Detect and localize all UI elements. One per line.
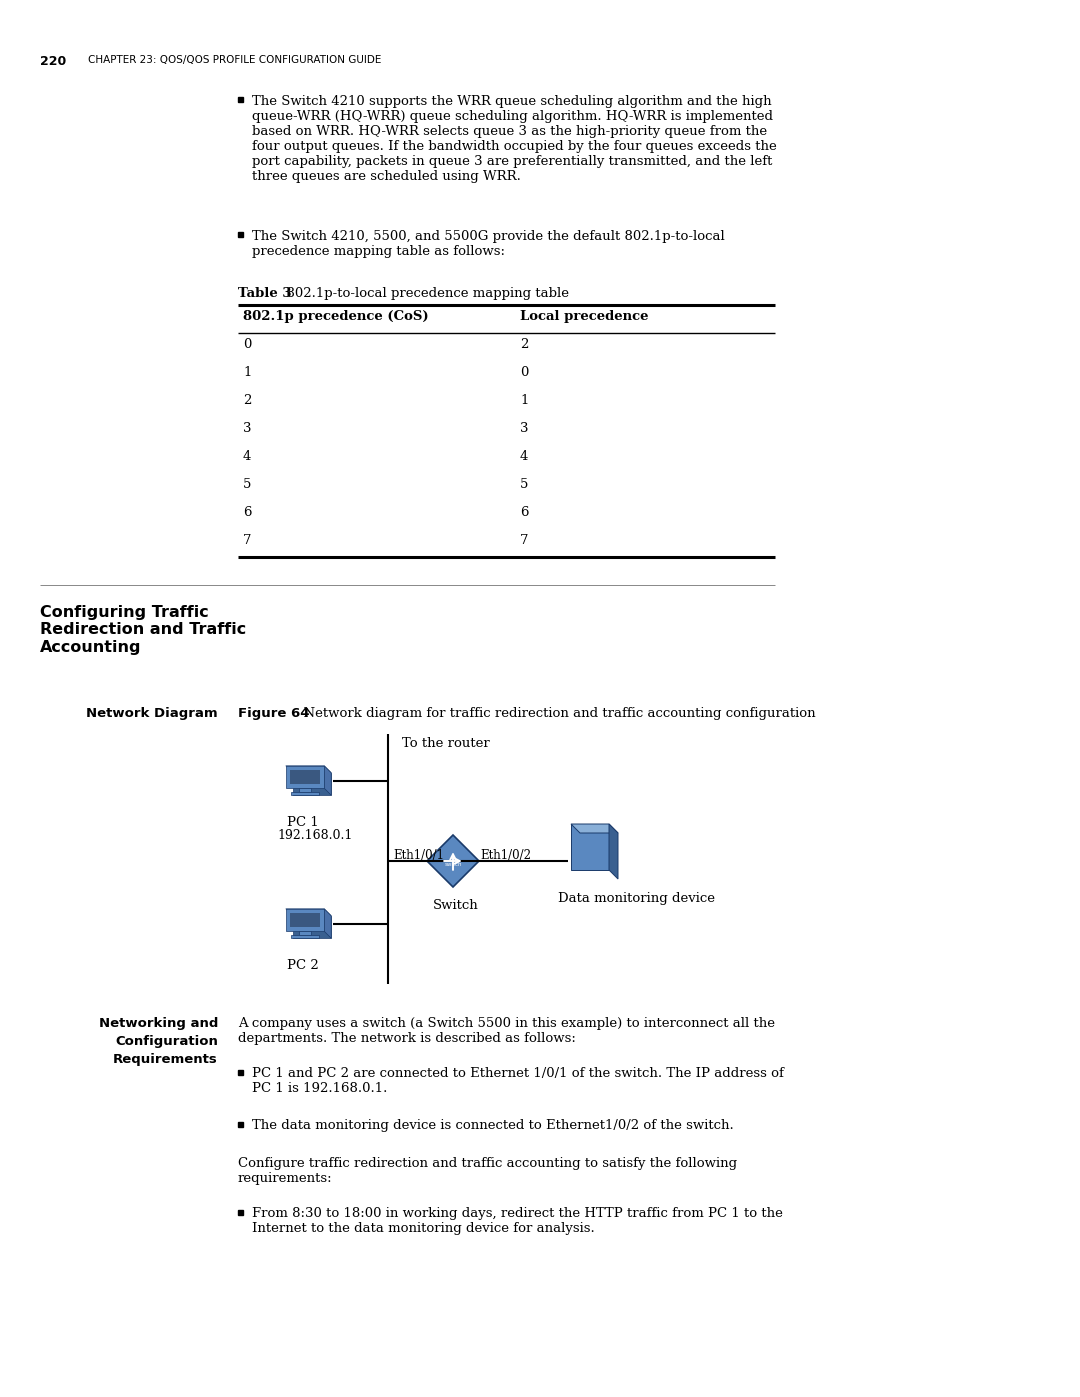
Text: 4: 4 [243, 450, 252, 462]
Polygon shape [286, 766, 332, 773]
Text: 0: 0 [519, 366, 528, 379]
Bar [238, 1210, 243, 1214]
Polygon shape [571, 824, 618, 833]
Text: Configure traffic redirection and traffic accounting to satisfy the following
re: Configure traffic redirection and traffi… [238, 1157, 738, 1185]
Text: CHAPTER 23: QOS/QOS PROFILE CONFIGURATION GUIDE: CHAPTER 23: QOS/QOS PROFILE CONFIGURATIO… [87, 54, 381, 66]
Polygon shape [289, 770, 320, 784]
Text: 802.1p precedence (CoS): 802.1p precedence (CoS) [243, 310, 429, 323]
Text: 3: 3 [519, 422, 528, 434]
Text: Eth1/0/1: Eth1/0/1 [393, 849, 444, 862]
Text: 3: 3 [243, 422, 252, 434]
Polygon shape [427, 835, 480, 887]
Polygon shape [293, 773, 332, 795]
Text: Data monitoring device: Data monitoring device [558, 893, 715, 905]
Text: The data monitoring device is connected to Ethernet1/0/2 of the switch.: The data monitoring device is connected … [252, 1119, 733, 1132]
Text: PC 1 and PC 2 are connected to Ethernet 1/0/1 of the switch. The IP address of
P: PC 1 and PC 2 are connected to Ethernet … [252, 1067, 784, 1095]
Bar [238, 96, 243, 102]
Text: 1: 1 [519, 394, 528, 407]
Text: 2: 2 [519, 338, 528, 351]
Text: PC 2: PC 2 [287, 958, 319, 972]
Text: To the router: To the router [402, 738, 489, 750]
Text: Figure 64: Figure 64 [238, 707, 310, 719]
Text: 220: 220 [40, 54, 66, 68]
Bar [238, 232, 243, 236]
Polygon shape [289, 912, 320, 928]
Text: 6: 6 [243, 506, 252, 520]
Text: 5: 5 [519, 478, 528, 490]
Polygon shape [299, 788, 311, 792]
Polygon shape [324, 909, 332, 939]
Polygon shape [286, 909, 324, 932]
Text: Configuring Traffic
Redirection and Traffic
Accounting: Configuring Traffic Redirection and Traf… [40, 605, 246, 655]
Polygon shape [609, 824, 618, 879]
Text: PC 1: PC 1 [287, 816, 319, 828]
Text: 802.1p-to-local precedence mapping table: 802.1p-to-local precedence mapping table [278, 286, 569, 300]
Polygon shape [286, 766, 324, 788]
Text: Table 3: Table 3 [238, 286, 292, 300]
Text: 2: 2 [243, 394, 252, 407]
Text: The Switch 4210 supports the WRR queue scheduling algorithm and the high
queue-W: The Switch 4210 supports the WRR queue s… [252, 95, 777, 183]
Text: 0: 0 [243, 338, 252, 351]
Text: 4: 4 [519, 450, 528, 462]
Text: 7: 7 [243, 534, 252, 548]
Polygon shape [286, 909, 332, 916]
Polygon shape [299, 932, 311, 935]
Text: 1: 1 [243, 366, 252, 379]
Bar [238, 1070, 243, 1074]
Polygon shape [571, 824, 609, 870]
Polygon shape [291, 935, 319, 937]
Text: Networking and: Networking and [98, 1017, 218, 1030]
Text: 7: 7 [519, 534, 528, 548]
Text: Switch: Switch [433, 900, 478, 912]
Text: switch: switch [444, 862, 462, 868]
Text: 5: 5 [243, 478, 252, 490]
Text: From 8:30 to 18:00 in working days, redirect the HTTP traffic from PC 1 to the
I: From 8:30 to 18:00 in working days, redi… [252, 1207, 783, 1235]
Polygon shape [291, 792, 319, 795]
Text: Configuration: Configuration [116, 1035, 218, 1048]
Text: Network diagram for traffic redirection and traffic accounting configuration: Network diagram for traffic redirection … [295, 707, 815, 719]
Polygon shape [324, 766, 332, 795]
Text: The Switch 4210, 5500, and 5500G provide the default 802.1p-to-local
precedence : The Switch 4210, 5500, and 5500G provide… [252, 231, 725, 258]
Text: A company uses a switch (a Switch 5500 in this example) to interconnect all the
: A company uses a switch (a Switch 5500 i… [238, 1017, 775, 1045]
Bar [238, 1122, 243, 1126]
Text: Eth1/0/2: Eth1/0/2 [480, 849, 531, 862]
Text: 6: 6 [519, 506, 528, 520]
Text: Local precedence: Local precedence [519, 310, 648, 323]
Polygon shape [293, 916, 332, 939]
Text: Requirements: Requirements [113, 1053, 218, 1066]
Text: Network Diagram: Network Diagram [86, 707, 218, 719]
Text: 192.168.0.1: 192.168.0.1 [276, 828, 352, 842]
